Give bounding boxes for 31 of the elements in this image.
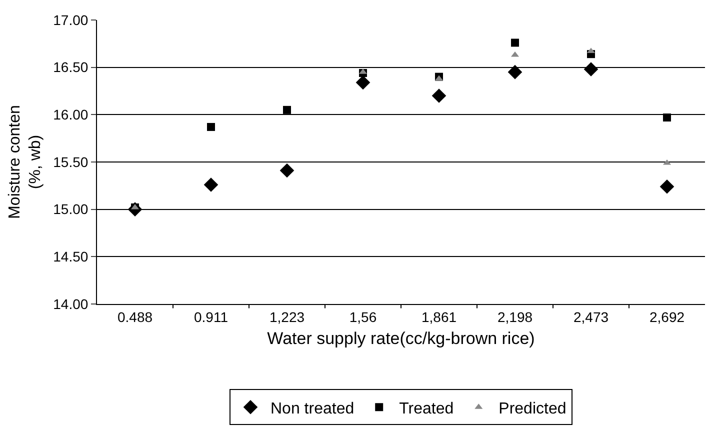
x-axis-title: Water supply rate(cc/kg-brown rice) bbox=[267, 329, 535, 348]
x-tick-label: 2,473 bbox=[573, 308, 609, 325]
point bbox=[663, 114, 671, 122]
legend-label: Predicted bbox=[498, 400, 566, 418]
x-tick-label: 1,223 bbox=[269, 308, 305, 325]
x-tick-label: 1,861 bbox=[421, 308, 457, 325]
point bbox=[280, 163, 294, 178]
y-tick-label: 15.00 bbox=[53, 201, 88, 218]
legend-label: Treated bbox=[399, 400, 454, 418]
x-tick-label: 0.911 bbox=[194, 308, 228, 325]
y-tick-label: 17.00 bbox=[53, 12, 88, 28]
point bbox=[432, 88, 446, 103]
y-axis-title: Moisture conten (%, wb) bbox=[6, 105, 44, 219]
point bbox=[207, 122, 215, 131]
point bbox=[511, 38, 519, 47]
y-tick-label: 16.50 bbox=[53, 59, 88, 76]
y-tick-label: 16.00 bbox=[53, 106, 88, 123]
point bbox=[584, 62, 598, 76]
x-tick-label: 1,56 bbox=[349, 308, 377, 325]
point bbox=[660, 179, 674, 194]
x-tick-label: 2,198 bbox=[497, 308, 533, 325]
point bbox=[283, 106, 291, 114]
x-tick-label: 0.488 bbox=[117, 308, 153, 325]
point bbox=[204, 178, 218, 192]
y-tick-label: 14.00 bbox=[53, 296, 88, 312]
y-tick-label: 15.50 bbox=[53, 154, 88, 170]
point bbox=[356, 75, 370, 90]
point bbox=[508, 64, 522, 80]
x-tick-label: 2,692 bbox=[649, 308, 685, 325]
y-tick-label: 14.50 bbox=[53, 248, 88, 265]
legend-label: Non treated bbox=[270, 400, 354, 418]
